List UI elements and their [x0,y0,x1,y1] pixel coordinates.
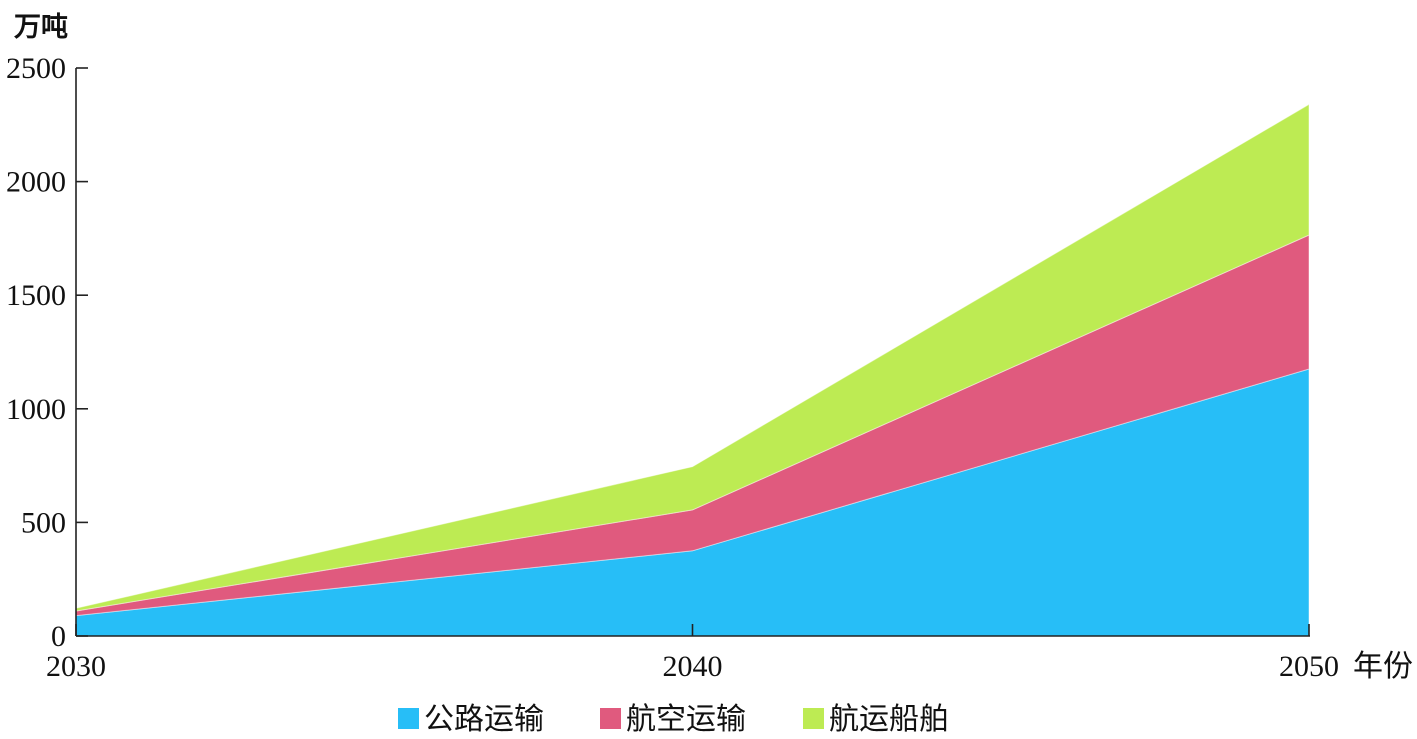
legend-swatch-air [600,708,621,729]
y-axis-unit-label: 万吨 [14,12,68,43]
y-tick-label: 2500 [6,52,66,85]
legend-label-air: 航空运输 [626,702,746,737]
y-tick-label: 1000 [6,393,66,426]
legend-label-shipping: 航运船舶 [829,702,949,737]
legend-label-road: 公路运输 [424,702,544,737]
x-ticks-group: 2030 2040 2050 [46,624,1339,683]
x-tick-label: 2030 [46,650,106,683]
legend-swatch-shipping [803,708,824,729]
legend-swatch-road [398,708,419,729]
area-series-group [75,103,1310,637]
x-tick-label: 2050 [1279,650,1339,683]
y-tick-label: 500 [21,506,66,539]
y-ticks-group: 0 500 1000 1500 2000 2500 [6,52,88,653]
y-tick-label: 2000 [6,166,66,199]
x-axis-unit-label: 年份 [1353,649,1413,684]
y-tick-label: 0 [51,620,66,653]
y-tick-label: 1500 [6,279,66,312]
x-tick-label: 2040 [663,650,723,683]
legend: 公路运输 航空运输 航运船舶 [398,702,949,737]
